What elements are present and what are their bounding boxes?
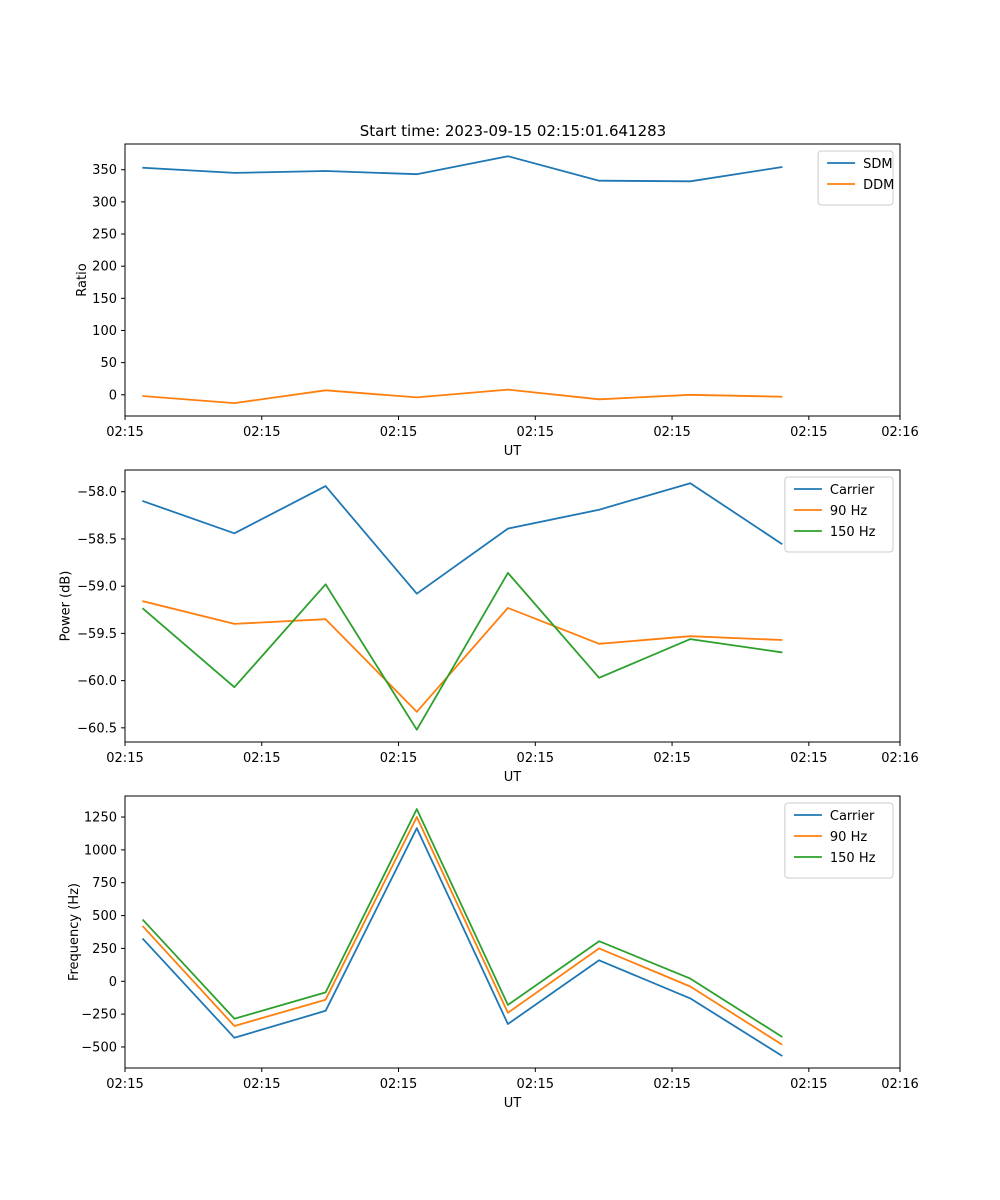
y-tick-label: 250 (92, 228, 117, 243)
x-tick-label: 02:15 (243, 751, 280, 766)
series-line-90-hz (142, 600, 783, 713)
x-tick-label: 02:15 (380, 751, 417, 766)
x-axis-label: UT (504, 770, 522, 785)
series-line-150-hz (141, 572, 783, 731)
legend-label: Carrier (830, 809, 875, 824)
x-tick-label: 02:15 (106, 425, 143, 440)
x-axis-label: UT (504, 444, 522, 459)
x-tick-label: 02:16 (881, 751, 918, 766)
axes-frame (124, 469, 901, 743)
y-tick-label: −58.0 (77, 485, 117, 500)
x-tick-label: 02:16 (881, 425, 918, 440)
y-tick-label: −58.5 (77, 532, 117, 547)
x-tick-label: 02:15 (380, 1077, 417, 1092)
legend-box (817, 150, 894, 206)
series-line-150-hz (141, 808, 783, 1038)
y-tick-label: −250 (81, 1008, 117, 1023)
series-line-ddm (142, 388, 783, 405)
legend-label: 90 Hz (830, 830, 867, 845)
y-tick-label: 100 (92, 324, 117, 339)
legend-box (784, 802, 894, 879)
series-line-carrier (141, 827, 783, 1057)
x-tick-label: 02:15 (790, 1077, 827, 1092)
y-tick-label: −59.0 (77, 580, 117, 595)
y-tick-label: 750 (92, 876, 117, 891)
x-tick-label: 02:15 (243, 1077, 280, 1092)
chart-panel-2: 02:15 02:15 02:15 02:15 02:15 02:15 02:16 −60.5… (59, 469, 919, 785)
axes-frame (124, 143, 901, 417)
legend-label: Carrier (830, 483, 875, 498)
legend: Carrier 90 Hz 150 Hz (784, 802, 894, 879)
axes-frame (124, 795, 901, 1069)
panels: 02:15 02:15 02:15 02:15 02:15 02:15 02:16 0 50 10… (59, 143, 919, 1111)
y-tick-label: 250 (92, 942, 117, 957)
legend-label: 150 Hz (830, 851, 876, 866)
y-axis-label: Ratio (75, 263, 90, 296)
x-tick-label: 02:15 (106, 751, 143, 766)
x-tick-label: 02:15 (517, 425, 554, 440)
y-tick-label: −60.0 (77, 674, 117, 689)
x-tick-label: 02:15 (517, 1077, 554, 1092)
x-tick-label: 02:16 (881, 1077, 918, 1092)
legend: Carrier 90 Hz 150 Hz (784, 476, 894, 553)
y-tick-label: 200 (92, 260, 117, 275)
x-axis-label: UT (504, 1096, 522, 1111)
y-tick-label: −60.5 (77, 721, 117, 736)
y-tick-label: 300 (92, 195, 117, 210)
y-tick-label: 350 (92, 163, 117, 178)
x-tick-label: 02:15 (790, 425, 827, 440)
x-tick-label: 02:15 (653, 425, 690, 440)
x-tick-label: 02:15 (653, 1077, 690, 1092)
x-tick-label: 02:15 (653, 751, 690, 766)
x-tick-label: 02:15 (380, 425, 417, 440)
y-tick-label: −59.5 (77, 627, 117, 642)
legend: SDM DDM (817, 150, 894, 206)
y-tick-label: −500 (81, 1040, 117, 1055)
y-tick-label: 500 (92, 909, 117, 924)
y-axis-label: Power (dB) (59, 571, 74, 642)
series-line-carrier (142, 482, 783, 595)
legend-label: 150 Hz (830, 525, 876, 540)
y-tick-label: 150 (92, 292, 117, 307)
figure-title: Start time: 2023-09-15 02:15:01.641283 (360, 122, 666, 140)
legend-label: SDM (863, 157, 892, 172)
x-tick-label: 02:15 (106, 1077, 143, 1092)
legend-label: 90 Hz (830, 504, 867, 519)
x-tick-label: 02:15 (243, 425, 280, 440)
y-tick-label: 0 (109, 975, 117, 990)
y-tick-label: 1000 (84, 843, 117, 858)
series-line-sdm (142, 155, 783, 183)
chart-panel-1: 02:15 02:15 02:15 02:15 02:15 02:15 02:16 0 50 10… (75, 143, 919, 459)
chart-panel-3: 02:15 02:15 02:15 02:15 02:15 02:15 02:16 −500 −… (67, 795, 919, 1111)
series-line-90-hz (141, 816, 783, 1046)
y-tick-label: 50 (100, 356, 117, 371)
y-axis-label: Frequency (Hz) (67, 883, 82, 981)
x-tick-label: 02:15 (517, 751, 554, 766)
legend-box (784, 476, 894, 553)
y-tick-label: 0 (109, 388, 117, 403)
legend-label: DDM (863, 178, 894, 193)
y-tick-label: 1250 (84, 811, 117, 826)
x-tick-label: 02:15 (790, 751, 827, 766)
